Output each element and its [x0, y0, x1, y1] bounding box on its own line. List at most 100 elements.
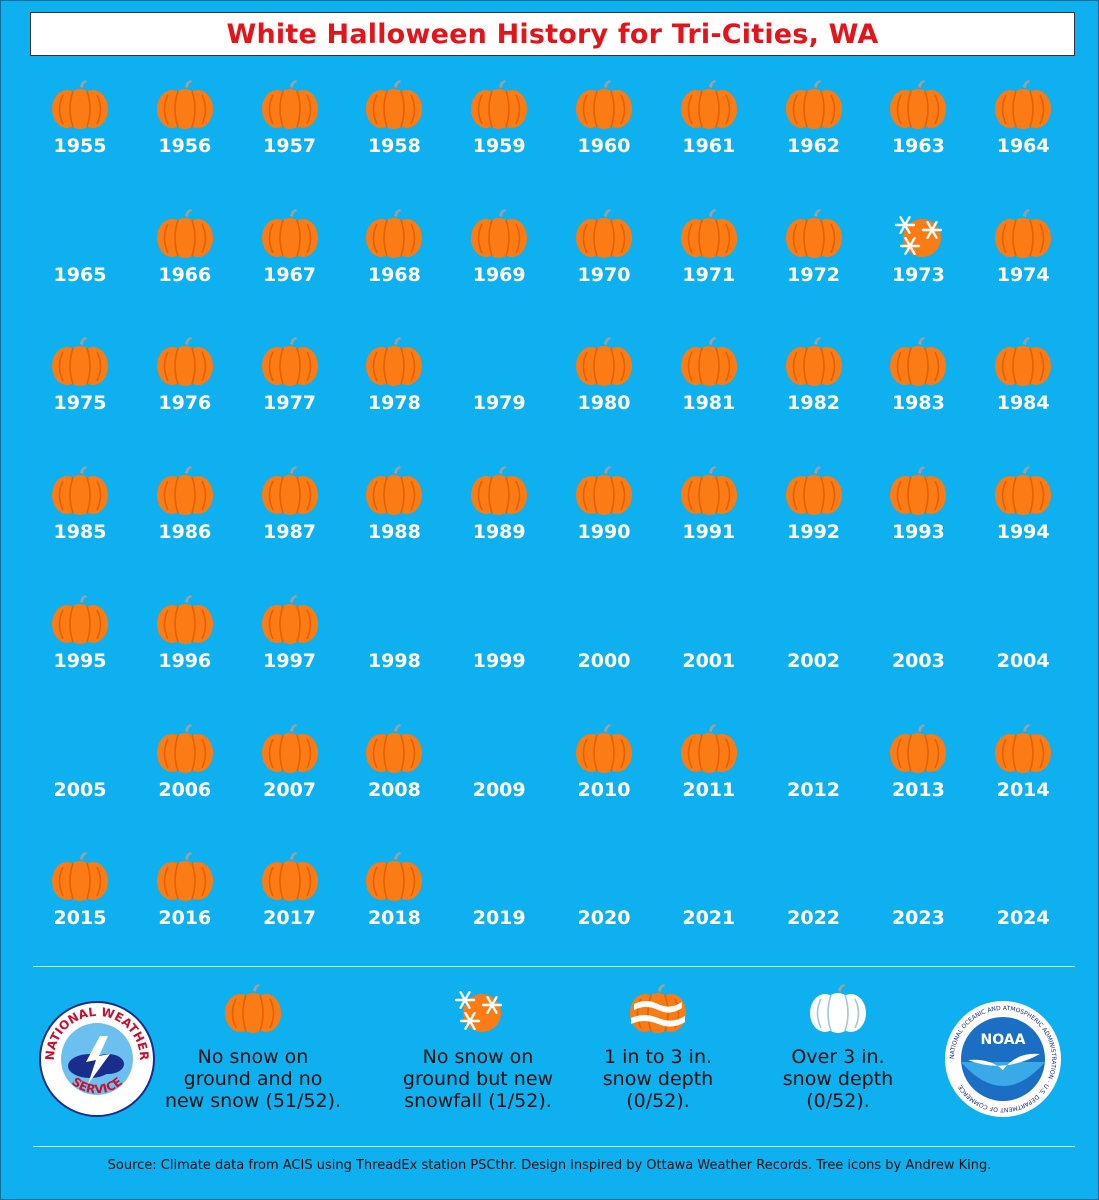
year-cell: 1994	[971, 466, 1075, 566]
year-cell: 1975	[28, 337, 132, 437]
year-label: 2014	[996, 778, 1050, 801]
pumpkin-icon	[223, 984, 283, 1034]
pumpkin-icon	[993, 337, 1053, 387]
year-cell: 1972	[762, 208, 866, 309]
year-cell: 2021	[657, 852, 761, 952]
year-cell: 1964	[971, 80, 1075, 180]
year-cell: 2005	[28, 724, 132, 824]
year-label: 1970	[577, 263, 631, 286]
year-cell: 2002	[762, 595, 866, 695]
year-label: 1995	[53, 649, 107, 672]
year-label: 1993	[891, 521, 945, 544]
pumpkin-icon	[574, 466, 634, 516]
pumpkin-icon	[679, 337, 739, 387]
year-label: 2013	[891, 778, 945, 801]
year-cell: 1989	[447, 466, 551, 566]
year-cell: 1965	[28, 209, 132, 309]
pumpkin-icon	[260, 80, 320, 130]
year-label: 1960	[577, 135, 631, 157]
year-label: 1979	[472, 392, 526, 415]
year-cell: 1973	[866, 209, 970, 309]
pumpkin-icon	[888, 337, 948, 387]
pumpkin-icon	[679, 723, 739, 774]
pumpkin-icon	[574, 337, 634, 387]
pumpkin-icon	[50, 852, 110, 902]
year-cell: 1956	[133, 80, 237, 180]
year-cell: 1990	[552, 466, 656, 566]
legend-item: No snow on ground and no new snow (51/52…	[158, 984, 348, 1112]
legend-item: Over 3 in. snow depth (0/52).	[758, 984, 918, 1112]
year-cell: 2023	[866, 852, 970, 952]
pumpkin-icon	[155, 594, 215, 645]
year-label: 2015	[53, 907, 107, 930]
year-cell: 1969	[447, 208, 551, 309]
pumpkin-icon	[364, 466, 424, 516]
year-label: 1975	[53, 392, 107, 415]
year-cell: 1961	[657, 80, 761, 180]
year-label: 1957	[263, 135, 317, 157]
divider-top	[33, 966, 1075, 967]
year-cell: 1976	[133, 337, 237, 437]
pumpkin-icon	[155, 208, 215, 259]
legend-text: Over 3 in. snow depth (0/52).	[782, 1046, 894, 1112]
year-label: 1999	[472, 649, 526, 672]
year-cell: 1993	[866, 466, 970, 566]
year-cell: 1967	[238, 208, 342, 309]
snowfall-pumpkin-icon	[448, 984, 508, 1034]
legend-text: 1 in to 3 in. snow depth (0/52).	[602, 1046, 714, 1112]
year-label: 1956	[158, 135, 212, 157]
year-cell: 1995	[28, 594, 132, 695]
year-label: 2012	[787, 778, 841, 801]
year-label: 1997	[263, 649, 317, 672]
year-label: 2007	[263, 778, 317, 801]
pumpkin-icon	[784, 208, 844, 259]
year-cell: 2015	[28, 852, 132, 952]
year-label: 1985	[53, 521, 107, 544]
pumpkin-icon	[364, 852, 424, 902]
year-label: 2000	[577, 649, 631, 672]
year-label: 1984	[996, 392, 1050, 415]
year-label: 1989	[472, 521, 526, 544]
year-label: 1994	[996, 521, 1050, 544]
year-label: 1959	[472, 135, 526, 157]
year-label: 2011	[682, 778, 736, 801]
year-label: 2009	[472, 778, 526, 801]
year-label: 1974	[996, 263, 1050, 286]
year-cell: 1971	[657, 208, 761, 309]
source-note: Source: Climate data from ACIS using Thr…	[107, 1158, 992, 1173]
pumpkin-icon	[155, 80, 215, 130]
pumpkin-icon	[260, 466, 320, 516]
year-cell: 1991	[657, 466, 761, 566]
white-pumpkin-icon	[808, 984, 868, 1034]
year-cell: 2020	[552, 852, 656, 952]
pumpkin-icon	[260, 594, 320, 645]
year-label: 2020	[577, 907, 631, 930]
year-cell: 1983	[866, 337, 970, 437]
striped-snow-pumpkin-icon	[628, 984, 688, 1034]
year-cell: 2001	[657, 595, 761, 695]
year-label: 2024	[996, 907, 1050, 930]
year-cell: 2019	[447, 852, 551, 952]
year-cell: 2000	[552, 595, 656, 695]
legend-text: No snow on ground and no new snow (51/52…	[164, 1046, 342, 1112]
pumpkin-icon	[888, 466, 948, 516]
year-cell: 2009	[447, 724, 551, 824]
year-cell: 2007	[238, 723, 342, 824]
year-label: 1968	[367, 263, 421, 286]
pumpkin-icon	[888, 80, 948, 130]
year-label: 1981	[682, 392, 736, 415]
year-label: 1973	[891, 263, 945, 286]
pumpkin-icon	[50, 80, 110, 130]
year-label: 2019	[472, 907, 526, 930]
pumpkin-icon	[469, 466, 529, 516]
year-label: 1969	[472, 263, 526, 286]
year-cell: 2017	[238, 852, 342, 952]
pumpkin-icon	[50, 594, 110, 645]
snowfall-pumpkin-icon	[888, 209, 948, 259]
year-cell: 1955	[28, 80, 132, 180]
svg-text:SERVICE: SERVICE	[69, 1075, 125, 1097]
year-label: 1996	[158, 649, 212, 672]
pumpkin-icon	[888, 723, 948, 774]
year-label: 2006	[158, 778, 212, 801]
year-cell: 1982	[762, 337, 866, 437]
